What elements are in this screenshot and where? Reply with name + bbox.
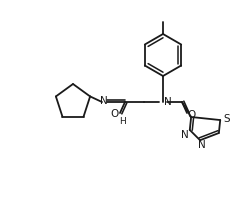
Text: H: H	[119, 118, 125, 126]
Text: N: N	[198, 140, 206, 150]
Text: N: N	[181, 130, 189, 140]
Text: S: S	[223, 114, 229, 124]
Text: N: N	[100, 96, 108, 106]
Text: O: O	[188, 110, 196, 120]
Text: N: N	[164, 97, 172, 107]
Text: O: O	[110, 109, 118, 119]
